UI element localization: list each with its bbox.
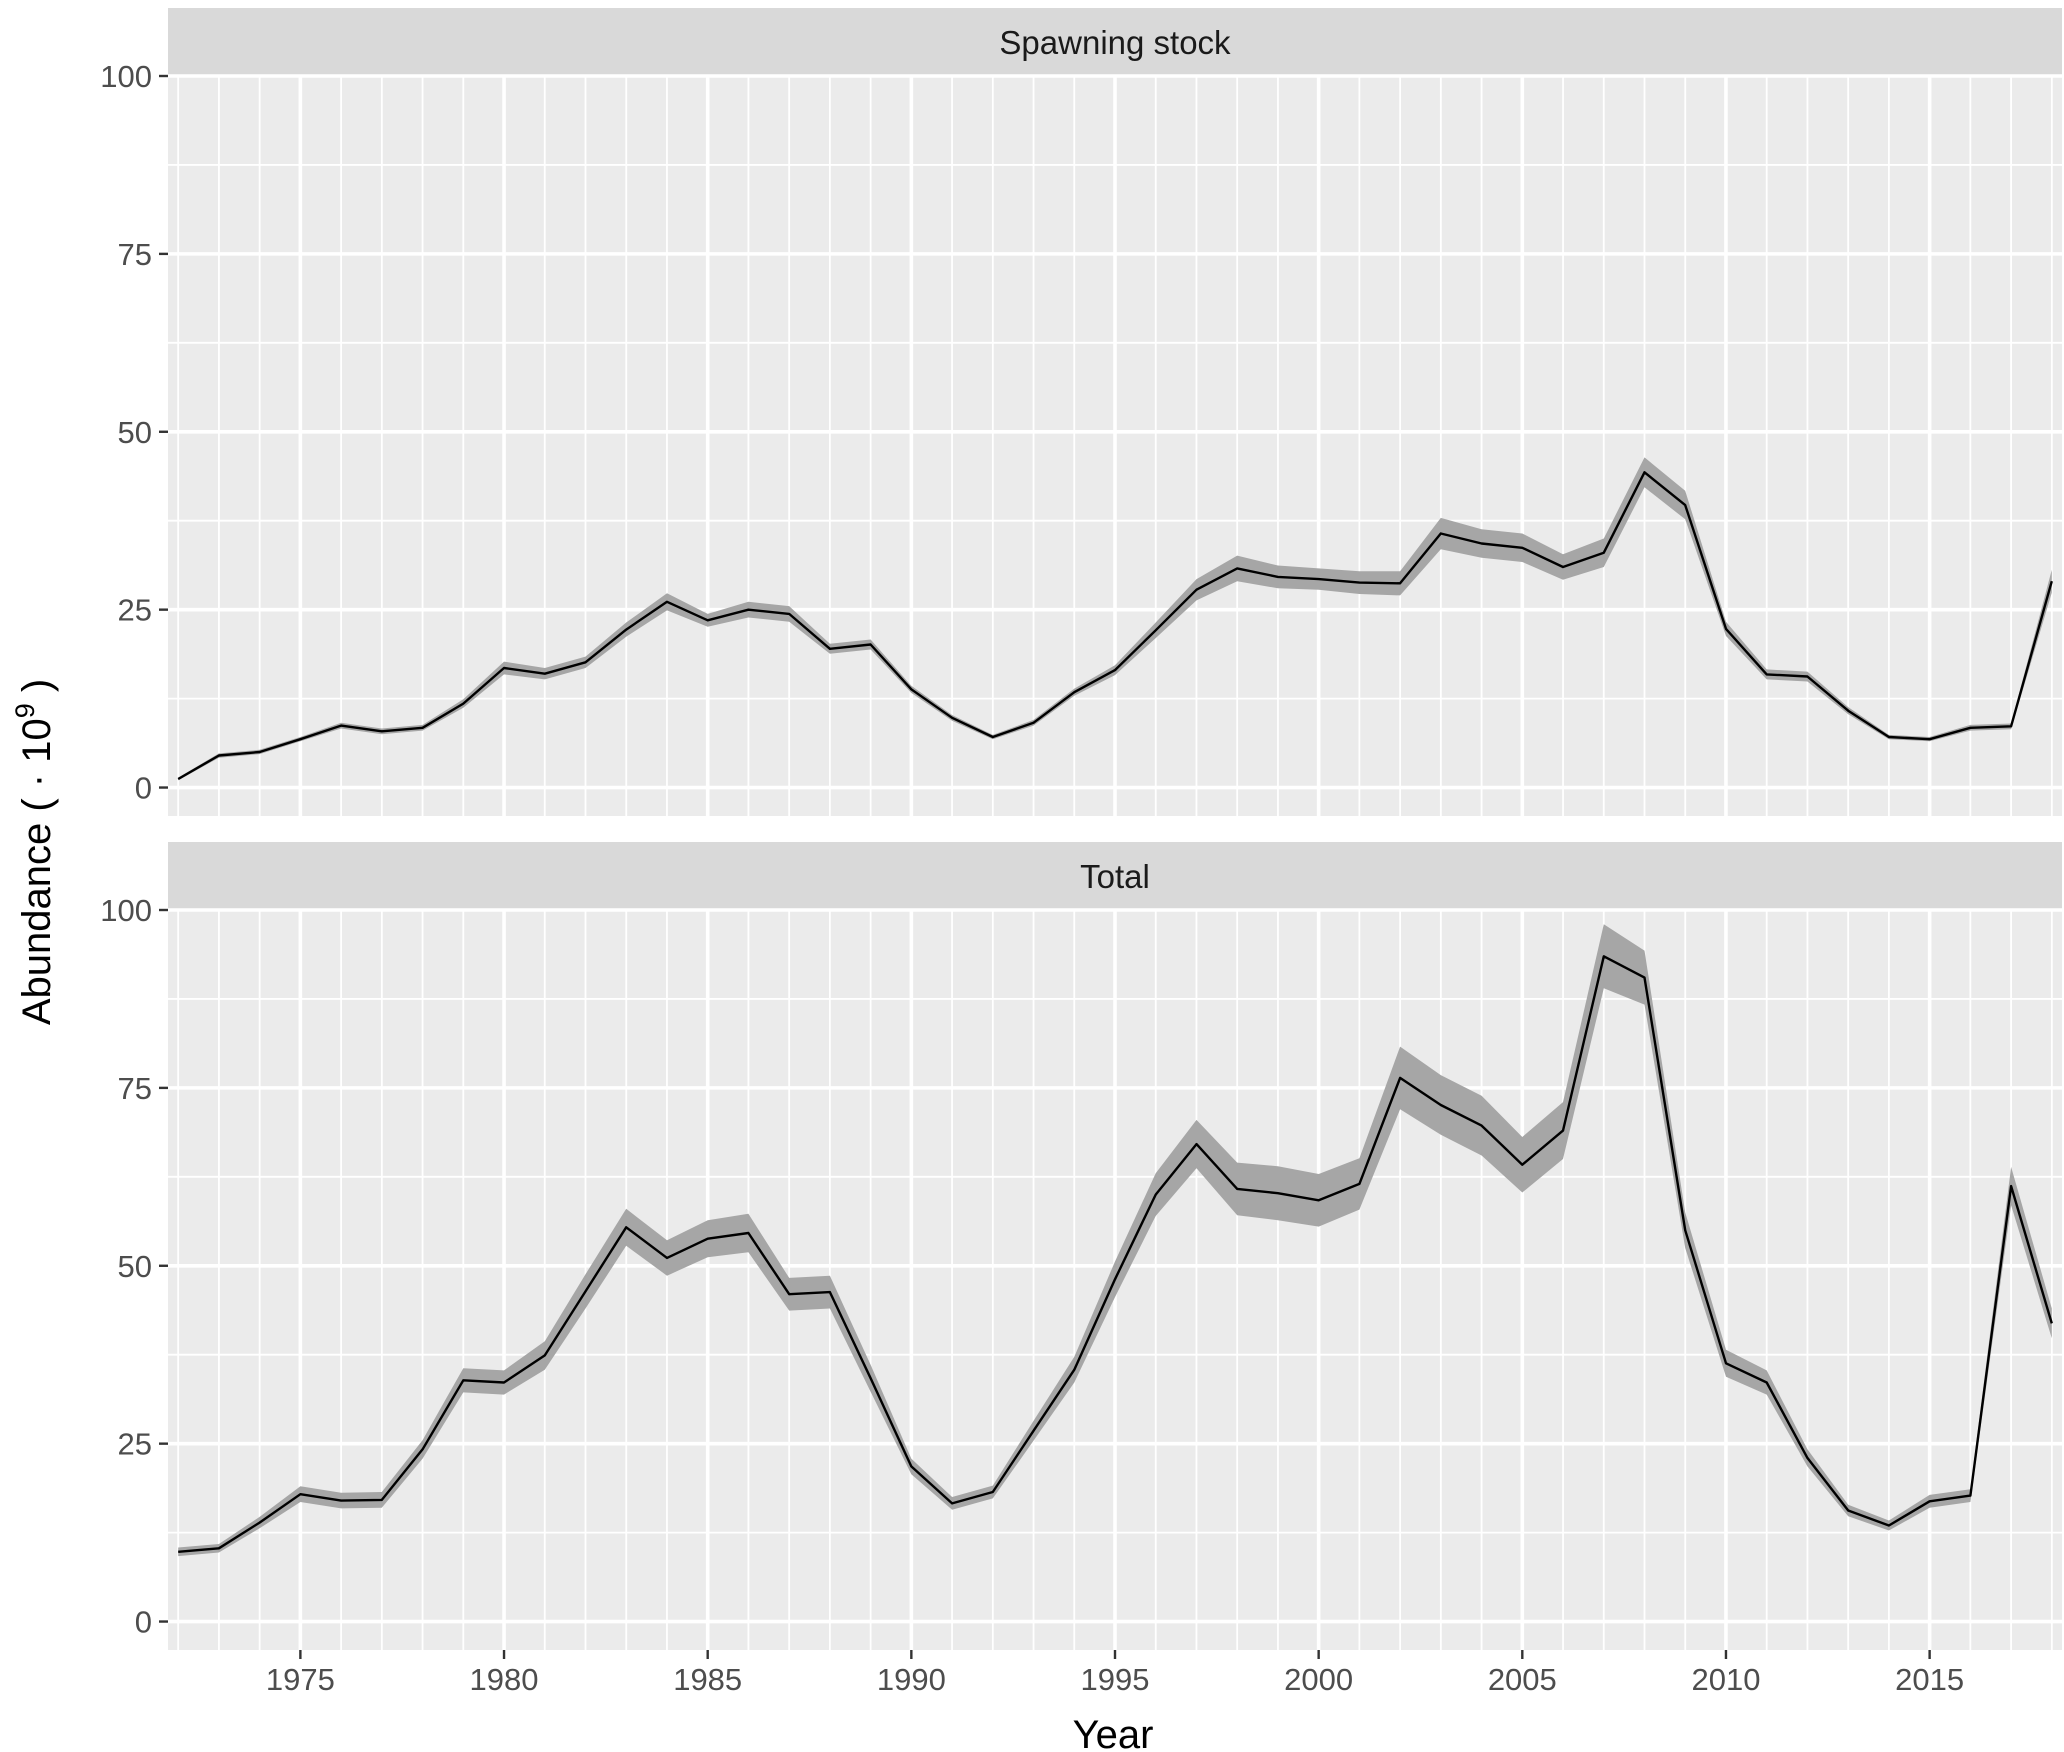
x-tick-label: 1980 — [470, 1662, 539, 1697]
panels-layer: Spawning stock 0 25 50 75 100 Total 0 25 50 75 100 — [100, 8, 2062, 1650]
y-axis-title-exponent: 9 — [10, 703, 40, 718]
y-tick-label: 100 — [100, 893, 152, 928]
x-tick-label: 1975 — [266, 1662, 335, 1697]
y-tick-label: 75 — [118, 1071, 152, 1106]
x-tick-label: 2000 — [1284, 1662, 1353, 1697]
panel-0: Spawning stock 0 25 50 75 100 — [100, 8, 2062, 816]
panel-strip — [168, 8, 2062, 76]
y-tick-label: 75 — [118, 237, 152, 272]
y-tick-label: 50 — [118, 1249, 152, 1284]
x-tick-label: 1990 — [877, 1662, 946, 1697]
series-line — [177, 471, 2053, 781]
x-tick-label: 2015 — [1895, 1662, 1964, 1697]
panel-1: Total 0 25 50 75 100 — [100, 842, 2062, 1650]
y-axis-title-main: Abundance ( · 10 — [15, 718, 59, 1025]
x-axis-title: Year — [1073, 1713, 1154, 1752]
x-tick-label: 2005 — [1488, 1662, 1557, 1697]
x-tick-label: 2010 — [1691, 1662, 1760, 1697]
y-tick-label: 0 — [135, 771, 152, 806]
series-line — [178, 955, 2053, 1553]
panel-strip-title: Spawning stock — [999, 24, 1231, 61]
y-tick-label: 25 — [118, 593, 152, 628]
panel-strip-title: Total — [1080, 858, 1150, 895]
y-axis-title-close: ) — [15, 679, 59, 703]
y-tick-label: 50 — [118, 415, 152, 450]
x-axis: 1975 1980 1985 1990 1995 2000 2005 2010 2015 — [266, 1650, 1964, 1697]
y-tick-label: 25 — [118, 1427, 152, 1462]
confidence-band — [178, 924, 2052, 1557]
y-tick-label: 100 — [100, 59, 152, 94]
y-tick-label: 0 — [135, 1605, 152, 1640]
panel-strip — [168, 842, 2062, 910]
y-axis-title: Abundance ( · 109 ) — [10, 679, 59, 1025]
x-tick-label: 1985 — [673, 1662, 742, 1697]
x-tick-label: 1995 — [1081, 1662, 1150, 1697]
